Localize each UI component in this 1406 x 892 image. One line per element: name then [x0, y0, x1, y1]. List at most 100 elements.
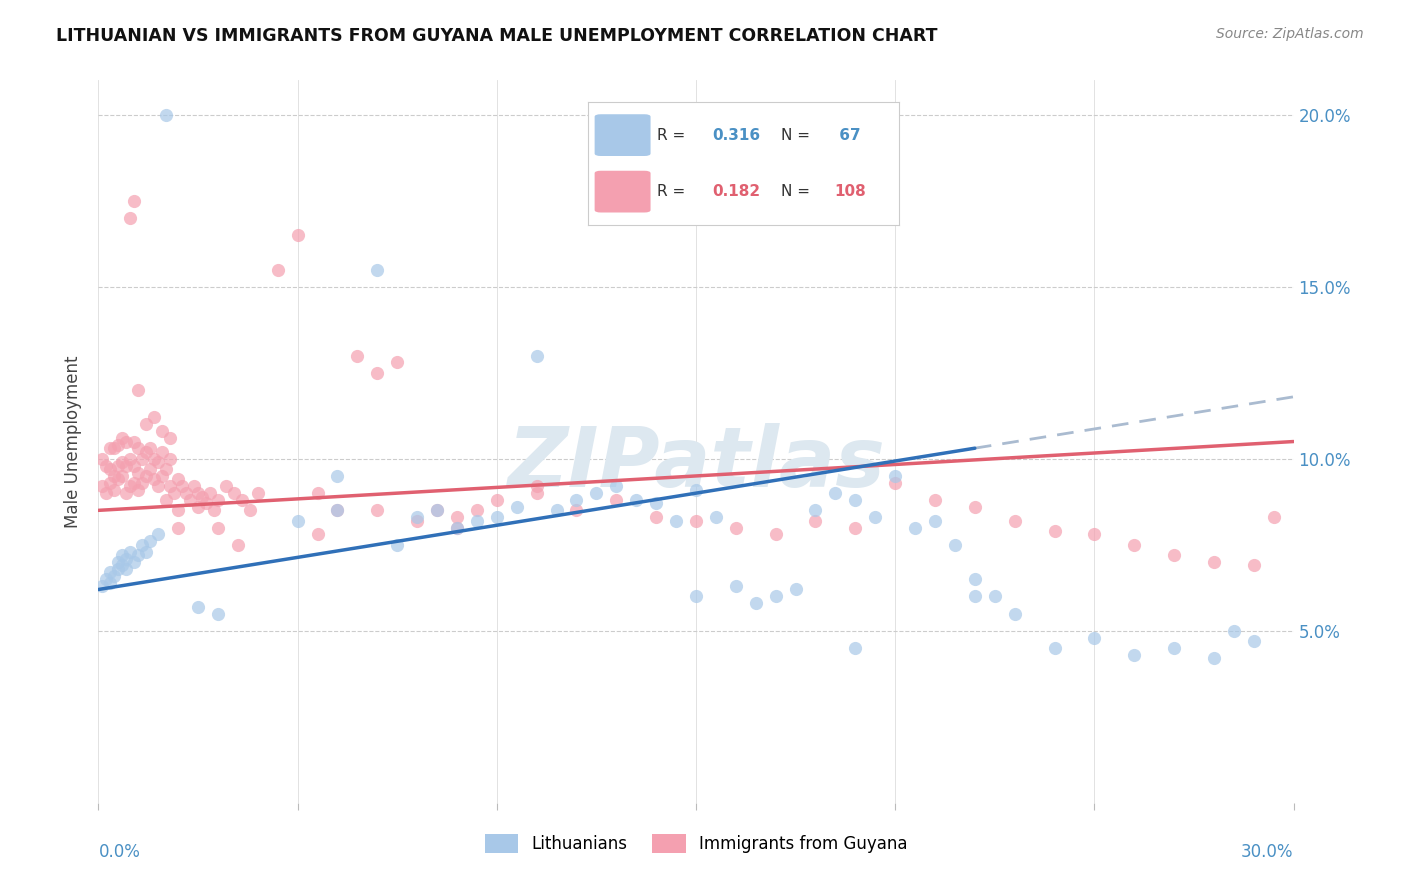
Point	[207, 520, 229, 534]
Point	[406, 510, 429, 524]
Point	[626, 493, 648, 508]
Point	[107, 458, 129, 473]
Point	[150, 445, 173, 459]
Point	[924, 514, 946, 528]
Point	[167, 520, 190, 534]
Point	[127, 548, 149, 562]
Point	[111, 558, 134, 573]
Point	[135, 445, 157, 459]
Point	[183, 479, 205, 493]
Point	[127, 442, 149, 456]
Point	[98, 566, 122, 580]
Point	[135, 417, 157, 432]
Point	[446, 520, 468, 534]
Point	[506, 500, 529, 514]
Point	[307, 486, 329, 500]
Point	[526, 349, 548, 363]
Point	[120, 544, 142, 558]
Point	[267, 262, 290, 277]
Point	[1123, 538, 1146, 552]
Point	[115, 434, 138, 449]
Point	[124, 458, 146, 473]
Point	[385, 355, 409, 369]
Text: LITHUANIAN VS IMMIGRANTS FROM GUYANA MALE UNEMPLOYMENT CORRELATION CHART: LITHUANIAN VS IMMIGRANTS FROM GUYANA MAL…	[56, 27, 938, 45]
Point	[785, 582, 807, 597]
Point	[824, 486, 846, 500]
Point	[924, 493, 946, 508]
Point	[307, 527, 329, 541]
Point	[804, 514, 827, 528]
Point	[139, 442, 162, 456]
Point	[127, 383, 149, 397]
Point	[222, 486, 245, 500]
Point	[665, 514, 688, 528]
Point	[565, 503, 588, 517]
Point	[159, 431, 181, 445]
Point	[366, 503, 388, 517]
Point	[1263, 510, 1285, 524]
Point	[765, 527, 787, 541]
Point	[865, 510, 887, 524]
Point	[124, 555, 146, 569]
Point	[943, 538, 966, 552]
Point	[98, 442, 122, 456]
Point	[111, 469, 134, 483]
Point	[120, 211, 142, 225]
Point	[207, 493, 229, 508]
Point	[645, 496, 668, 510]
Point	[191, 490, 214, 504]
Point	[1163, 640, 1185, 655]
Point	[1202, 555, 1225, 569]
Point	[124, 434, 146, 449]
Point	[139, 534, 162, 549]
Point	[107, 472, 129, 486]
Point	[287, 514, 309, 528]
Point	[546, 503, 568, 517]
Point	[159, 451, 181, 466]
Point	[195, 496, 218, 510]
Point	[1243, 634, 1265, 648]
Point	[96, 572, 118, 586]
Point	[963, 500, 986, 514]
Point	[226, 538, 249, 552]
Point	[150, 469, 173, 483]
Point	[111, 548, 134, 562]
Point	[143, 451, 166, 466]
Point	[406, 514, 429, 528]
Point	[1043, 524, 1066, 538]
Point	[139, 462, 162, 476]
Point	[446, 510, 468, 524]
Point	[98, 475, 122, 490]
Point	[187, 486, 209, 500]
Point	[111, 455, 134, 469]
Point	[1223, 624, 1246, 638]
Point	[1243, 558, 1265, 573]
Point	[135, 469, 157, 483]
Point	[148, 527, 170, 541]
Point	[167, 503, 190, 517]
Point	[159, 479, 181, 493]
Point	[103, 568, 125, 582]
Y-axis label: Male Unemployment: Male Unemployment	[65, 355, 83, 528]
Point	[231, 493, 253, 508]
Point	[124, 475, 146, 490]
Point	[685, 514, 707, 528]
Point	[326, 469, 349, 483]
Point	[155, 108, 177, 122]
Point	[127, 466, 149, 480]
Point	[115, 551, 138, 566]
Point	[904, 520, 927, 534]
Point	[605, 493, 627, 508]
Point	[326, 503, 349, 517]
Point	[724, 579, 747, 593]
Point	[103, 483, 125, 497]
Point	[884, 475, 907, 490]
Point	[179, 493, 201, 508]
Point	[155, 462, 177, 476]
Point	[685, 483, 707, 497]
Point	[103, 442, 125, 456]
Point	[91, 451, 114, 466]
Text: Source: ZipAtlas.com: Source: ZipAtlas.com	[1216, 27, 1364, 41]
Point	[1123, 648, 1146, 662]
Text: ZIPatlas: ZIPatlas	[508, 423, 884, 504]
